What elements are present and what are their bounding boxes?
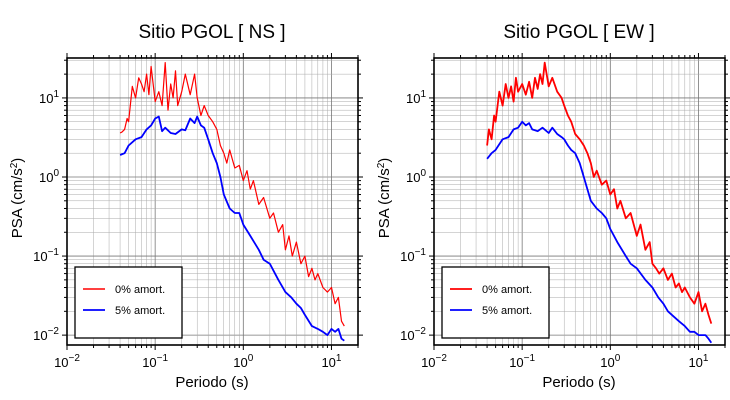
y-tick-label: 101: [39, 89, 59, 106]
y-tick-label: 100: [39, 168, 59, 185]
series-group: [119, 61, 345, 342]
y-tick-label: 100: [406, 168, 426, 185]
legend-label-0pct: 0% amort.: [482, 284, 532, 296]
chart-panel-ew: Sitio PGOL [ EW ] Periodo (s) PSA (cm/s2…: [376, 22, 730, 391]
y-axis-label: PSA (cm/s2): [376, 158, 394, 239]
chart-title: Sitio PGOL [ EW ]: [503, 22, 654, 43]
legend-label-5pct: 5% amort.: [482, 305, 532, 317]
x-tick-label: 10−1: [509, 353, 535, 370]
axis-ticks: 10−2 10−1 100 101 10−2 10−1 100 101: [33, 53, 363, 370]
x-tick-label: 10−1: [142, 353, 168, 370]
chart-panel-ns: Sitio PGOL [ NS ] Periodo (s) PSA (cm/s2…: [9, 22, 363, 391]
axis-ticks: 10−2 10−1 100 101 10−2 10−1 100 101: [400, 53, 730, 370]
y-tick-label: 101: [406, 89, 426, 106]
legend-box: [74, 266, 183, 339]
x-tick-label: 101: [688, 353, 708, 370]
plot-frame: [433, 57, 726, 346]
legend-box: [441, 266, 550, 339]
y-tick-label: 10−1: [33, 247, 59, 264]
series-line-5pct: [119, 115, 345, 342]
legend-label-5pct: 5% amort.: [115, 305, 165, 317]
plot-frame: [66, 57, 359, 346]
x-tick-label: 100: [600, 353, 620, 370]
series-line-5pct: [486, 120, 713, 344]
series-group: [486, 61, 713, 344]
series-line-0pct: [119, 61, 345, 327]
legend: 0% amort. 5% amort.: [74, 266, 183, 339]
x-tick-label: 101: [321, 353, 341, 370]
y-tick-label: 10−2: [400, 326, 426, 343]
legend-label-0pct: 0% amort.: [115, 284, 165, 296]
x-tick-label: 100: [233, 353, 253, 370]
y-tick-label: 10−1: [400, 247, 426, 264]
chart-title: Sitio PGOL [ NS ]: [138, 22, 285, 43]
legend: 0% amort. 5% amort.: [441, 266, 550, 339]
y-axis-label: PSA (cm/s2): [9, 158, 27, 239]
x-tick-label: 10−2: [54, 353, 80, 370]
x-axis-label: Periodo (s): [175, 374, 248, 391]
y-tick-label: 10−2: [33, 326, 59, 343]
x-axis-label: Periodo (s): [542, 374, 615, 391]
x-tick-label: 10−2: [421, 353, 447, 370]
series-line-0pct: [486, 61, 713, 324]
